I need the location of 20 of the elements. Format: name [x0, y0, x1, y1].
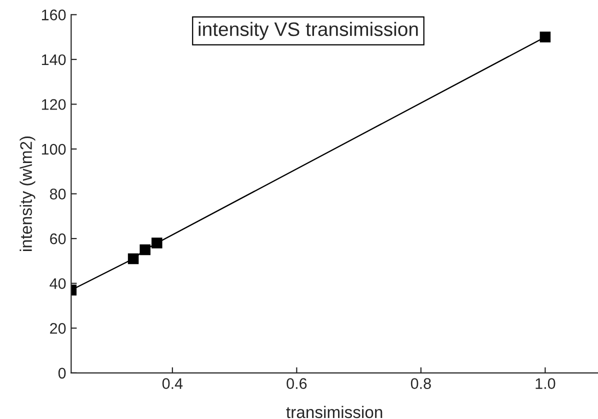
y-tick-label: 120: [42, 99, 66, 110]
y-tick-label: 140: [42, 54, 66, 66]
x-tick-label: 0.4: [162, 378, 183, 389]
y-tick-label: 40: [50, 278, 66, 290]
point: [540, 32, 551, 42]
chart-title: intensity VS transimission: [198, 22, 418, 40]
y-tick-label: 0: [58, 368, 66, 379]
point: [140, 244, 150, 256]
x-tick-label: 1.0: [536, 378, 556, 389]
y-tick-label: 60: [50, 233, 66, 244]
point: [128, 253, 139, 264]
x-tick-label: 0.6: [286, 378, 307, 389]
y-axis-title: intensity (w\m2): [20, 136, 36, 252]
point: [152, 238, 162, 248]
x-tick-label: 0.8: [410, 378, 431, 389]
x-axis-title: transimission: [286, 406, 382, 418]
y-tick-label: 160: [42, 10, 66, 20]
y-tick-label: 80: [50, 188, 66, 200]
y-tick-label: 20: [50, 322, 66, 334]
y-tick-label: 100: [42, 144, 66, 155]
